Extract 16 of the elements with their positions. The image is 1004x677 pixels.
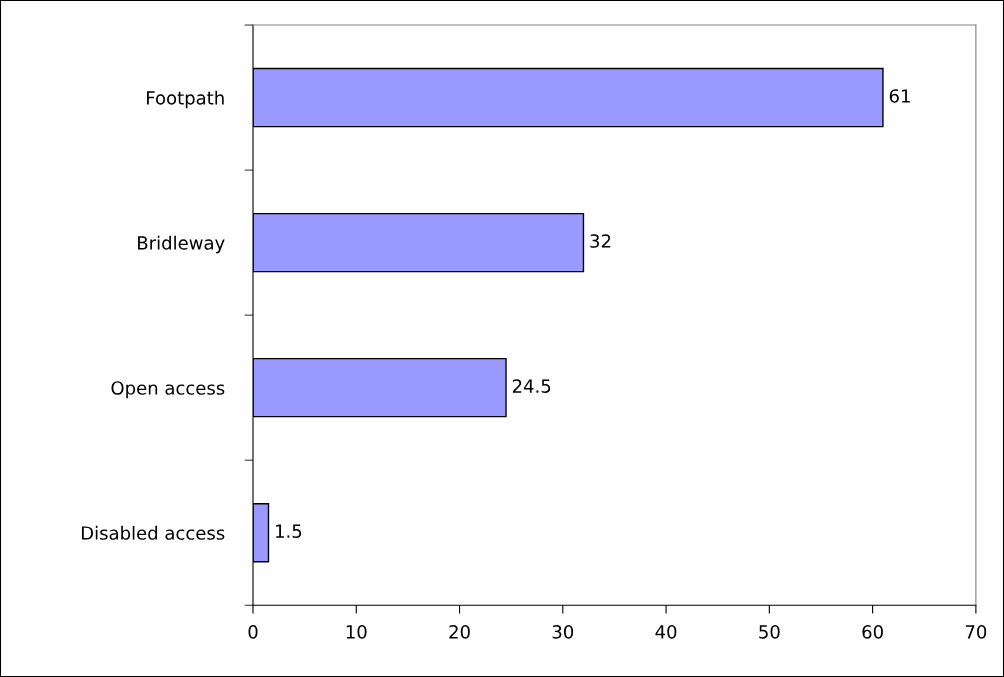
y-tick-label: Bridleway — [138, 235, 225, 254]
data-label: 24.5 — [512, 379, 551, 393]
x-tick-label: 0 — [248, 625, 258, 639]
x-tick-label: 20 — [449, 625, 470, 639]
x-tick-label: 50 — [759, 625, 780, 639]
y-tick-label: Footpath — [147, 90, 224, 109]
x-tick-label: 30 — [552, 625, 574, 639]
data-label: 61 — [889, 89, 910, 103]
y-tick-label: Disabled access — [81, 525, 225, 540]
x-tick-label: 40 — [655, 625, 677, 639]
data-label: 32 — [590, 234, 611, 248]
y-tick-label: Open access — [111, 381, 225, 399]
data-label: 1.5 — [276, 524, 302, 538]
x-tick-label: 60 — [862, 625, 883, 639]
x-tick-label: 70 — [965, 625, 987, 639]
x-tick-label: 10 — [346, 625, 367, 639]
